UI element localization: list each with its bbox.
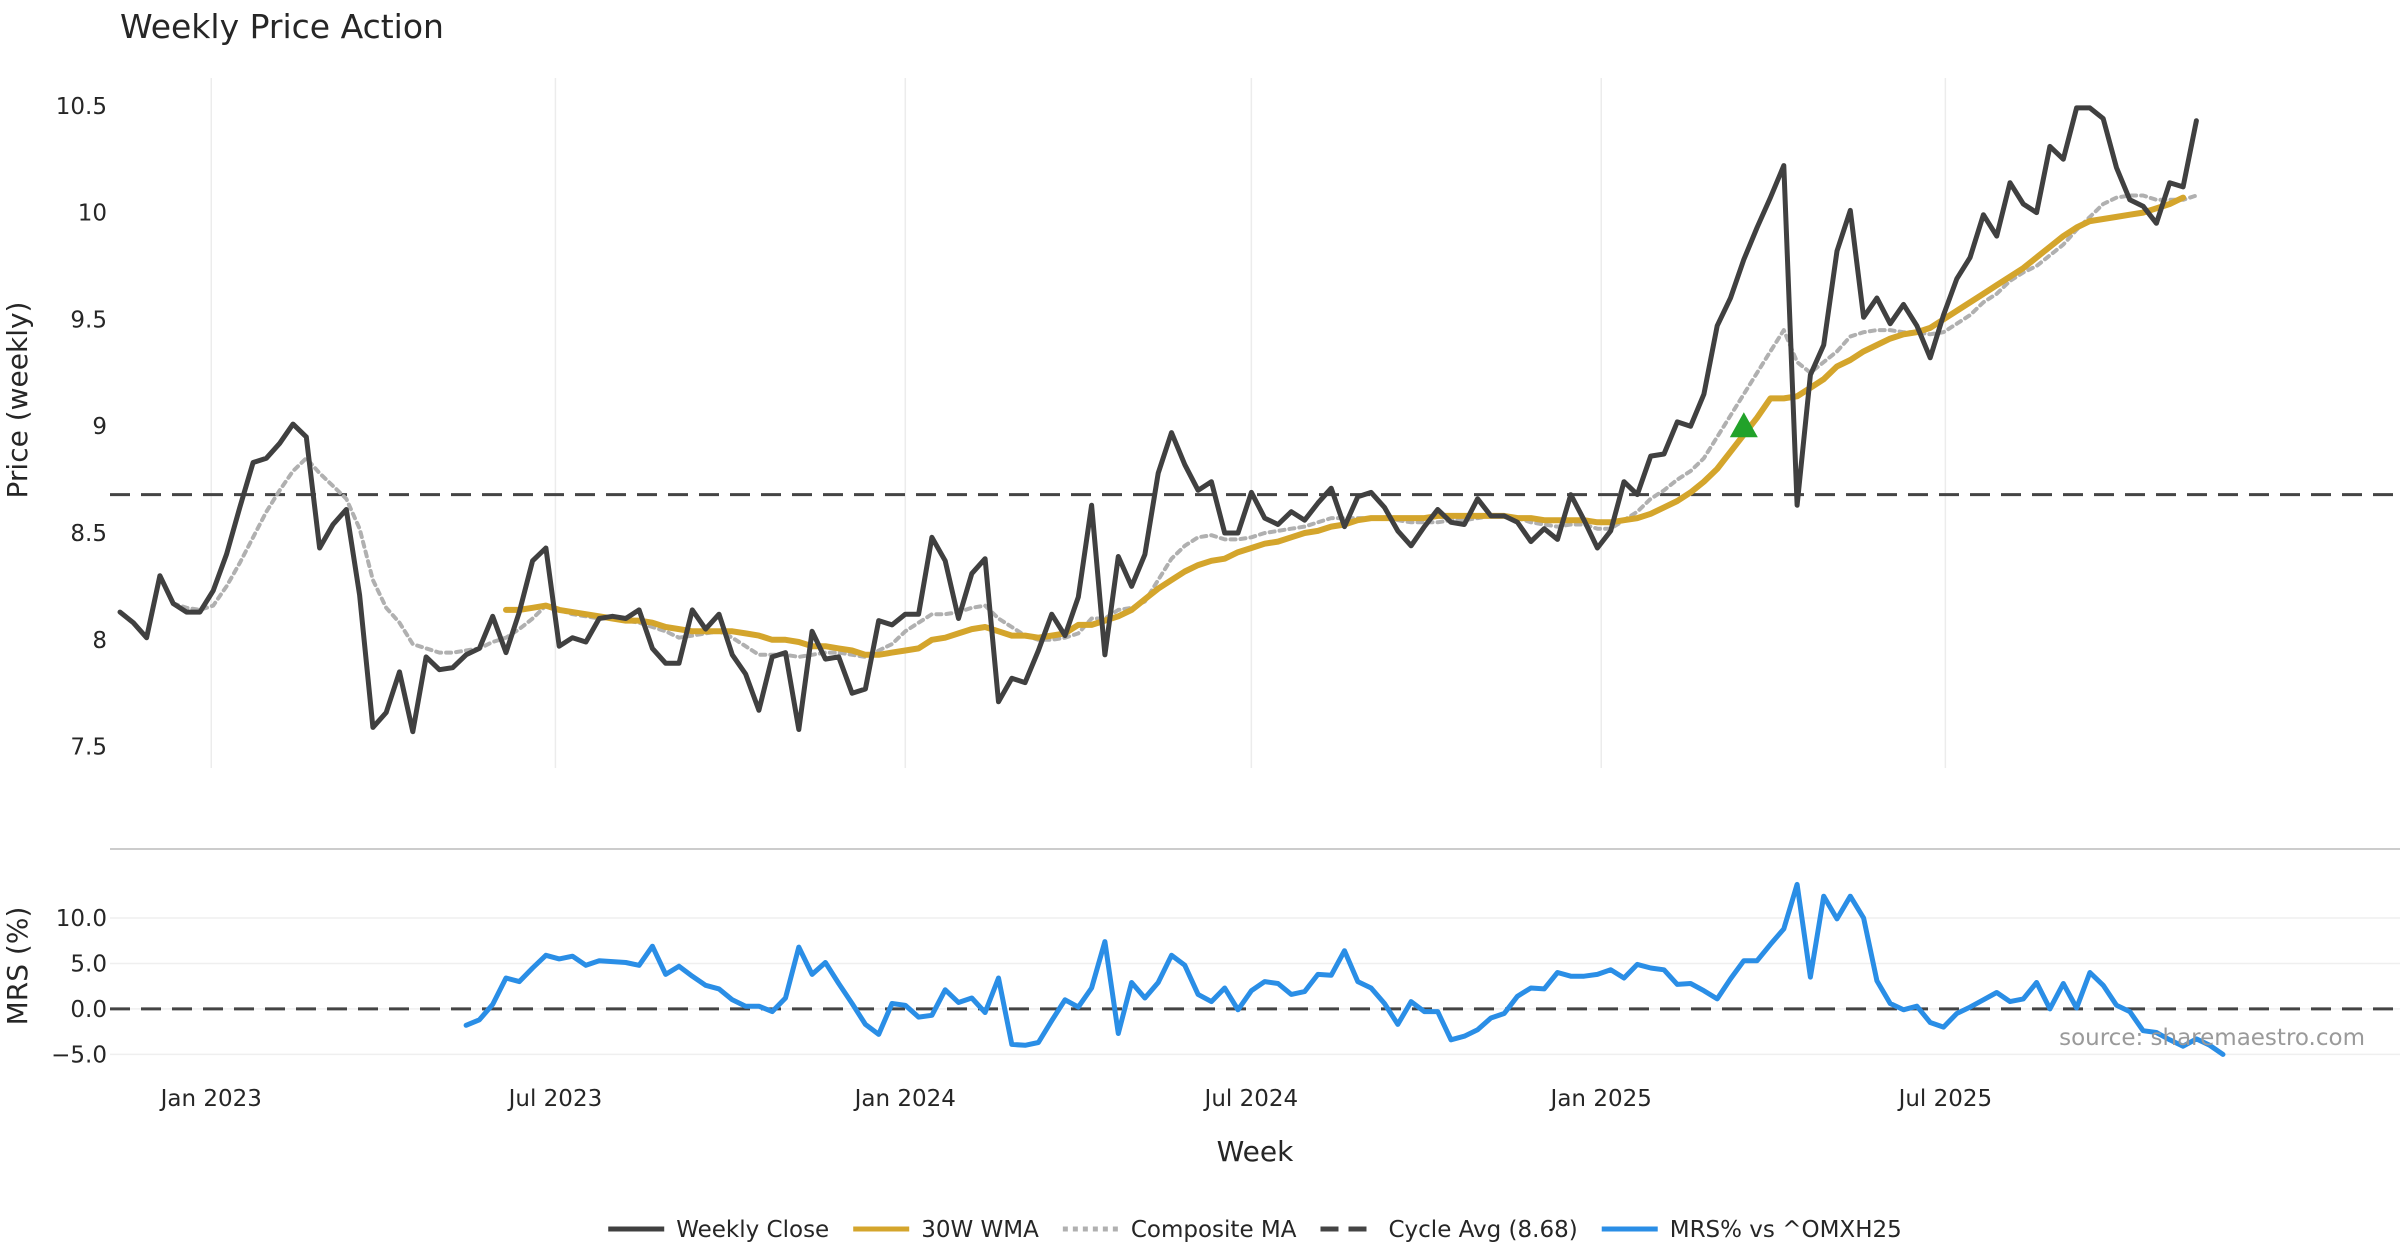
legend-label: 30W WMA: [921, 1217, 1039, 1243]
mrs-y-tick-label: 5.0: [70, 951, 107, 977]
x-axis-title: Week: [1217, 1135, 1294, 1168]
price-gridlines: [210, 78, 1947, 768]
30w-wma-line: [503, 194, 2187, 658]
legend-label: Weekly Close: [676, 1217, 829, 1243]
legend-label: Composite MA: [1131, 1217, 1297, 1243]
x-tick-label: Jul 2023: [507, 1086, 603, 1112]
legend: Weekly Close 30W WMA Composite MA Cycle Avg…: [608, 1217, 1902, 1243]
mrs-y-axis-title: MRS (%): [1, 907, 34, 1026]
x-axis: Jan 2023 Jul 2023 Jan 2024 Jul 2024 Jan 2025…: [159, 1086, 1993, 1112]
legend-label: MRS% vs ^OMXH25: [1670, 1217, 1902, 1243]
price-y-tick-label: 9: [92, 414, 107, 440]
price-series-lines: [117, 105, 2199, 735]
x-tick-label: Jul 2025: [1897, 1086, 1993, 1112]
buy-signal-triangle-icon: [1729, 412, 1758, 438]
x-tick-label: Jul 2024: [1203, 1086, 1299, 1112]
composite-ma-line: [171, 193, 2199, 659]
price-panel: 7.5 8 8.5 9 9.5 10 10.5 Price (weekly): [1, 78, 2400, 768]
price-y-axis-title: Price (weekly): [1, 302, 34, 499]
mrs-y-axis: −5.0 0.0 5.0 10.0: [51, 906, 107, 1068]
mrs-vs-omxh25-line: [463, 881, 2226, 1057]
price-y-axis: 7.5 8 8.5 9 9.5 10 10.5: [56, 94, 107, 761]
price-y-tick-label: 9.5: [70, 307, 107, 333]
price-y-tick-label: 8: [92, 628, 107, 654]
mrs-y-tick-label: 0.0: [70, 997, 107, 1023]
x-tick-label: Jan 2023: [159, 1086, 262, 1112]
x-tick-label: Jan 2024: [853, 1086, 956, 1112]
price-y-tick-label: 10: [78, 201, 107, 227]
mrs-y-tick-label: −5.0: [51, 1042, 107, 1068]
x-tick-label: Jan 2025: [1549, 1086, 1652, 1112]
weekly-close-line: [117, 105, 2199, 735]
price-y-tick-label: 8.5: [70, 521, 107, 547]
legend-label: Cycle Avg (8.68): [1388, 1217, 1577, 1243]
source-watermark: source: sharemaestro.com: [2059, 1025, 2365, 1051]
chart-title: Weekly Price Action: [120, 7, 444, 46]
mrs-series-line: [463, 881, 2226, 1057]
mrs-y-tick-label: 10.0: [56, 906, 107, 932]
price-y-tick-label: 10.5: [56, 94, 107, 120]
mrs-panel: −5.0 0.0 5.0 10.0 MRS (%) source: sharemaes…: [1, 881, 2400, 1068]
price-y-tick-label: 7.5: [70, 735, 107, 761]
